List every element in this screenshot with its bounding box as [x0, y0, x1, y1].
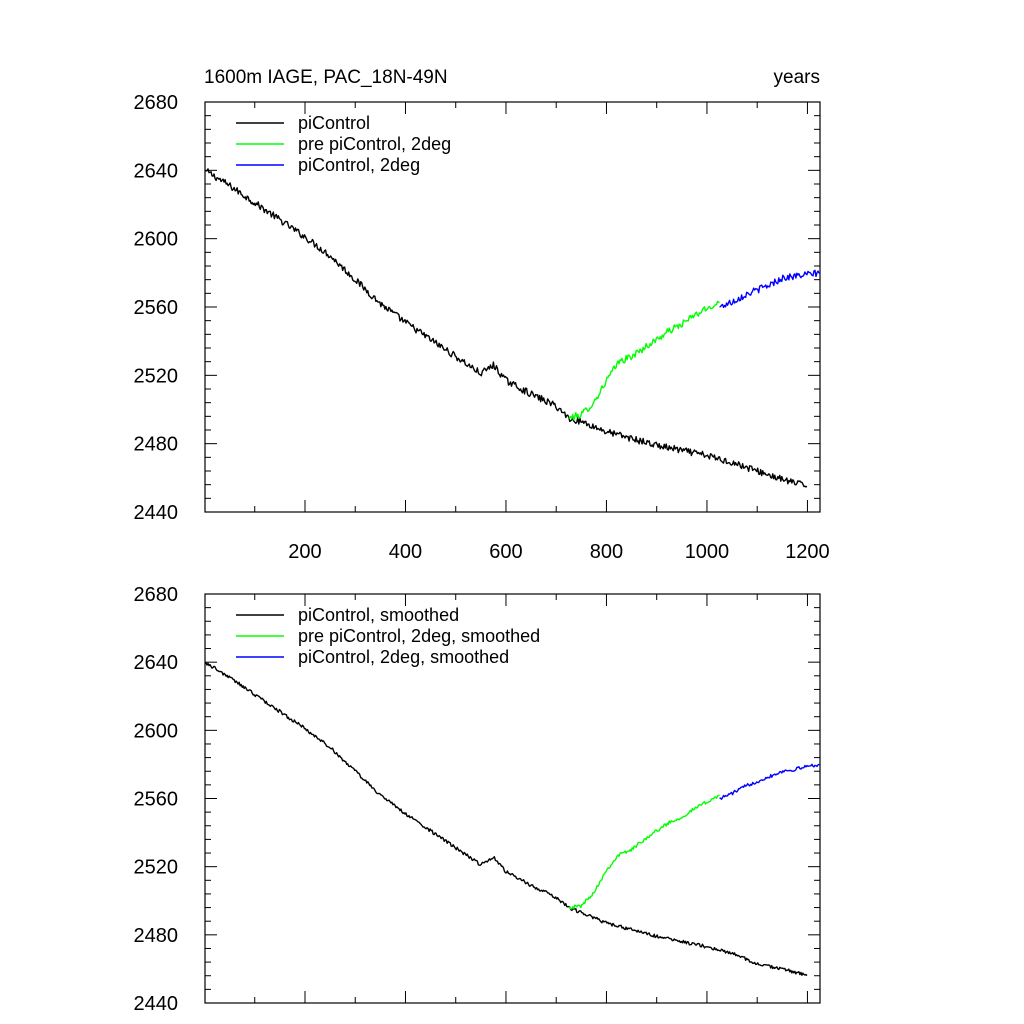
- y-tick-label: 2560: [134, 297, 179, 319]
- y-tick-label: 2680: [134, 584, 179, 606]
- y-tick-label: 2640: [134, 652, 179, 674]
- x-tick-label: 200: [288, 541, 321, 563]
- legend-label: pre piControl, 2deg: [298, 134, 451, 154]
- series-line: [204, 661, 808, 977]
- legend-label: piControl, smoothed: [298, 605, 459, 625]
- y-tick-label: 2520: [134, 857, 179, 879]
- y-tick-label: 2640: [134, 160, 179, 182]
- bottom-panel: 2440 2480 2520 2560 2600 2640 2680 piControl, s…: [134, 584, 821, 1015]
- y-tick-label: 2560: [134, 789, 179, 811]
- series-line: [719, 269, 821, 309]
- legend-label: piControl, 2deg, smoothed: [298, 647, 509, 667]
- y-tick-label: 2680: [134, 92, 179, 114]
- y-tick-label: 2440: [134, 993, 179, 1015]
- series-line: [568, 794, 720, 910]
- x-tick-label: 1200: [785, 541, 830, 563]
- figure-title: 1600m IAGE, PAC_18N-49N: [204, 67, 448, 88]
- y-tick-label: 2440: [134, 502, 179, 524]
- legend-label: piControl: [298, 113, 370, 133]
- legend-label: pre piControl, 2deg, smoothed: [298, 626, 540, 646]
- y-tick-label: 2480: [134, 434, 179, 456]
- series-line: [204, 168, 808, 488]
- x-tick-label: 600: [489, 541, 522, 563]
- y-tick-label: 2600: [134, 229, 179, 251]
- y-tick-label: 2600: [134, 720, 179, 742]
- series-line: [719, 763, 821, 800]
- x-tick-label: 800: [590, 541, 623, 563]
- y-tick-label: 2520: [134, 365, 179, 387]
- units-label: years: [774, 67, 820, 88]
- top-panel: 2440 2480 2520 2560 2600 2640 2680 200 400 600 800…: [134, 92, 830, 563]
- y-tick-label: 2480: [134, 925, 179, 947]
- x-tick-label: 400: [389, 541, 422, 563]
- legend-label: piControl, 2deg: [298, 155, 420, 175]
- series-line: [568, 300, 720, 421]
- x-tick-label: 1000: [685, 541, 730, 563]
